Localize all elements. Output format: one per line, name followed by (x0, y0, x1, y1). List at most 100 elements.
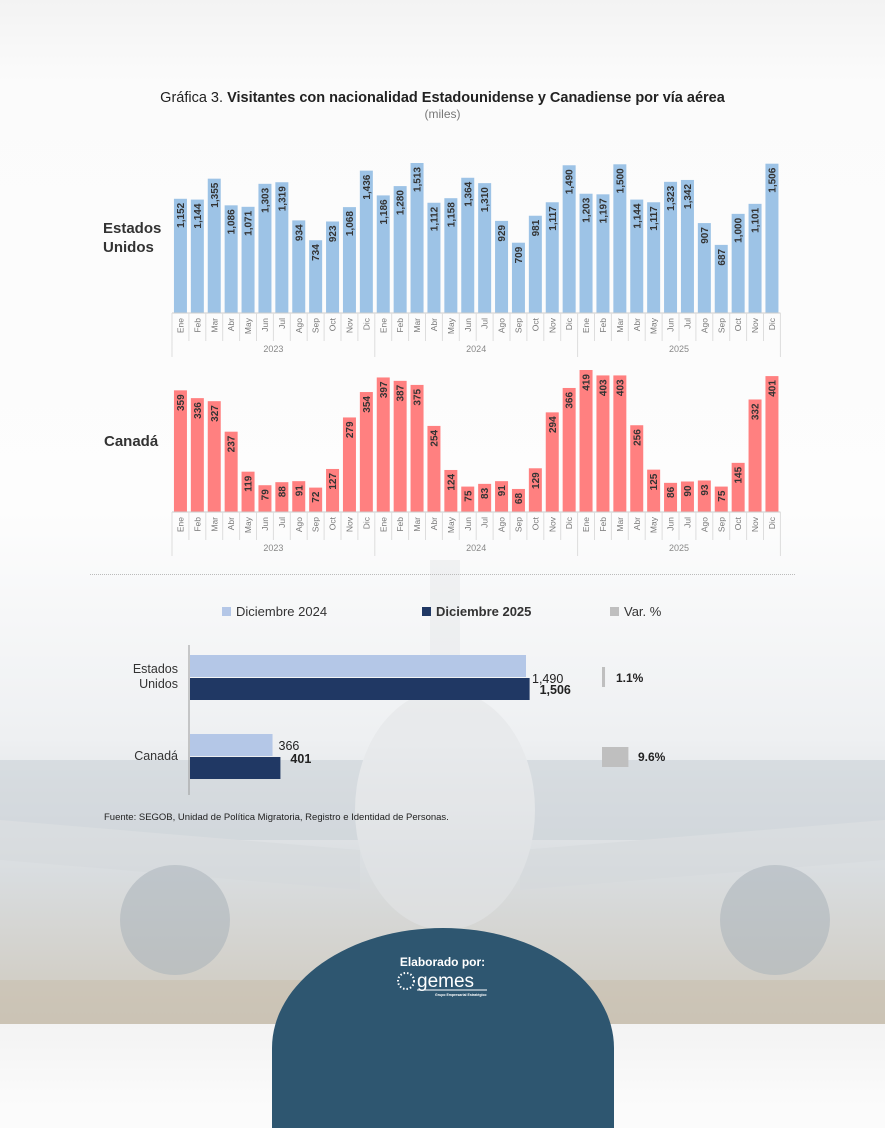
bar (613, 375, 627, 512)
data-label: 124 (446, 474, 457, 491)
data-label: 1,000 (734, 217, 745, 242)
variation-bar (602, 747, 629, 767)
bar (495, 220, 509, 313)
data-label: 83 (480, 487, 491, 499)
bar (495, 481, 509, 512)
data-label: 1,364 (463, 181, 474, 206)
month-tick-label: Jun (463, 318, 473, 332)
bar (207, 401, 221, 512)
month-tick-label: Nov (344, 317, 354, 333)
bar (731, 462, 745, 512)
variation-label: 9.6% (638, 750, 666, 764)
bar (714, 244, 728, 313)
bar (190, 199, 204, 313)
month-tick-label: May (446, 516, 456, 533)
bar (579, 193, 593, 313)
data-label: 88 (277, 486, 288, 498)
bar (731, 213, 745, 313)
data-label: 129 (531, 472, 542, 489)
bar (444, 198, 458, 313)
month-tick-label: Ene (581, 318, 591, 333)
month-tick-label: May (243, 317, 253, 334)
data-label: 709 (514, 246, 525, 263)
data-label: 127 (328, 473, 339, 490)
data-label: 397 (379, 381, 390, 398)
data-label: 359 (176, 394, 187, 411)
legend-swatch (422, 607, 431, 616)
bar (326, 468, 340, 512)
month-tick-label: Ago (294, 318, 304, 333)
data-label: 907 (700, 227, 711, 244)
made-by-label: Elaborado por: (399, 955, 486, 969)
bar (647, 469, 661, 512)
bar (359, 392, 373, 512)
month-tick-label: Jul (277, 517, 287, 528)
data-label: 1,158 (446, 202, 457, 227)
data-label: 1,506 (767, 167, 778, 192)
data-label: 279 (345, 421, 356, 438)
bar-diciembre-2024 (190, 734, 273, 756)
bar (258, 485, 272, 512)
legend-label: Var. % (624, 604, 662, 619)
data-label: 1,490 (565, 169, 576, 194)
month-tick-label: Mar (412, 318, 422, 333)
bar (748, 399, 762, 512)
bar (309, 240, 323, 313)
variation-label: 1.1% (616, 671, 644, 685)
month-tick-label: Ene (581, 517, 591, 532)
data-label: 1,112 (429, 206, 440, 231)
data-label: 934 (294, 224, 305, 241)
month-tick-label: Sep (311, 517, 321, 532)
bar (680, 179, 694, 313)
data-label: 981 (531, 219, 542, 236)
month-tick-label: Sep (716, 318, 726, 333)
month-tick-label: Jul (480, 517, 490, 528)
bar (647, 202, 661, 313)
data-label: 237 (227, 435, 238, 452)
bar (545, 202, 559, 313)
month-tick-label: Mar (209, 517, 219, 532)
data-label: 93 (700, 484, 711, 496)
data-label: 923 (328, 225, 339, 242)
data-label: 375 (413, 388, 424, 405)
bar (748, 203, 762, 313)
row-label-us: Estados Unidos (103, 219, 161, 257)
data-label: 401 (290, 752, 311, 766)
month-tick-label: Ago (699, 318, 709, 333)
bar (427, 202, 441, 313)
row-label-us-line1: Estados (103, 220, 162, 237)
data-label: 91 (497, 485, 508, 497)
bar (765, 163, 779, 313)
chart-unit: (miles) (424, 107, 461, 121)
data-label: 403 (598, 379, 609, 396)
month-tick-label: May (649, 317, 659, 334)
bar (275, 482, 289, 512)
year-label: 2024 (466, 543, 486, 553)
bar (190, 398, 204, 512)
month-tick-label: May (446, 317, 456, 334)
year-label: 2025 (669, 344, 689, 354)
month-tick-label: Mar (412, 517, 422, 532)
month-tick-label: Feb (192, 517, 202, 532)
bar (173, 198, 187, 313)
bar (596, 194, 610, 313)
data-label: 1,203 (582, 197, 593, 222)
svg-text:Grupo Empresarial Estratégico: Grupo Empresarial Estratégico (435, 993, 487, 997)
bar (393, 380, 407, 512)
legend-label: Diciembre 2024 (236, 604, 328, 619)
month-tick-label: Jun (260, 318, 270, 332)
bar (207, 178, 221, 313)
bar (461, 486, 475, 512)
month-tick-label: Ago (497, 517, 507, 532)
month-tick-label: Mar (615, 318, 625, 333)
year-label: 2023 (263, 344, 283, 354)
bar (359, 170, 373, 313)
bar-diciembre-2025 (190, 678, 530, 700)
category-label: Canadá (134, 749, 178, 763)
data-label: 75 (463, 490, 474, 502)
bar (173, 390, 187, 512)
bar (562, 387, 576, 512)
data-label: 1,144 (193, 203, 204, 228)
data-label: 1,506 (540, 683, 571, 697)
data-label: 1,280 (396, 190, 407, 215)
